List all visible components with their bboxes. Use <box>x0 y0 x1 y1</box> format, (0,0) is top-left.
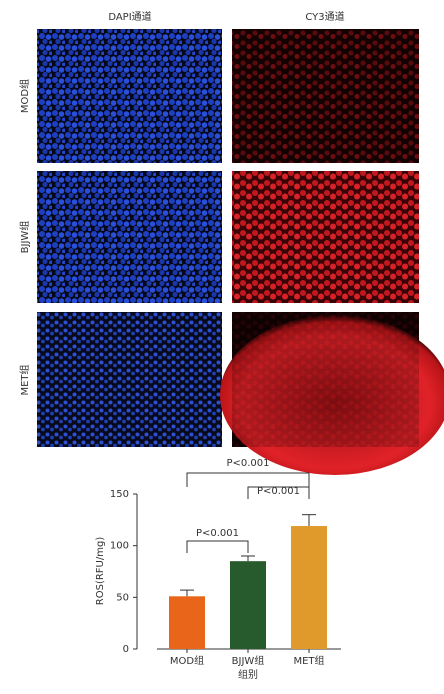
micrograph <box>37 171 222 303</box>
x-tick-label: MOD组 <box>170 654 204 667</box>
x-tick-label: MET组 <box>293 654 324 667</box>
bar-chart: 0 50 100 150 ROS(RFU/mg) 组别 MOD组 BJJW组 MET组 P<0.0… <box>95 458 341 681</box>
significance-bracket <box>247 486 310 499</box>
micrograph <box>232 171 419 303</box>
significance-label: P<0.001 <box>196 528 239 539</box>
y-tick-label: 150 <box>110 489 129 500</box>
x-axis-label: 组别 <box>238 668 258 681</box>
y-axis-label: ROS(RFU/mg) <box>95 537 106 606</box>
row-label: MET组 <box>18 364 31 395</box>
significance-label: P<0.001 <box>226 458 269 469</box>
column-header: CY3通道 <box>305 10 344 23</box>
row-label: BJJW组 <box>18 221 31 254</box>
micrograph <box>232 29 419 163</box>
row-label: MOD组 <box>18 79 31 113</box>
significance-bracket <box>186 540 249 553</box>
x-tick-label: BJJW组 <box>232 654 265 667</box>
y-tick-label: 100 <box>110 541 129 552</box>
micrograph-texture <box>232 312 419 447</box>
bar <box>230 561 266 649</box>
significance-label: P<0.001 <box>257 486 300 497</box>
bar <box>291 526 327 649</box>
micrograph <box>37 312 222 447</box>
bar <box>169 596 205 649</box>
column-header: DAPI通道 <box>108 10 151 23</box>
micrograph <box>37 29 222 163</box>
significance-bracket <box>186 472 310 487</box>
y-tick-label: 50 <box>116 592 129 603</box>
y-tick-label: 0 <box>123 644 129 655</box>
